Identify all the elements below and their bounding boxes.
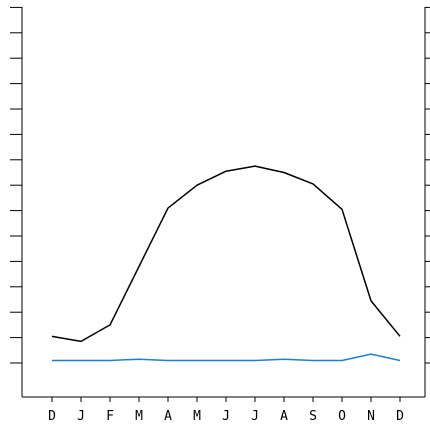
x-tick-label: J	[251, 409, 259, 424]
x-tick-label: A	[164, 409, 172, 424]
x-tick-label: M	[135, 409, 143, 424]
series-line-1	[51, 165, 401, 343]
chart-series-layer	[51, 165, 401, 362]
chart-axes	[10, 6, 430, 402]
x-tick-label: N	[367, 409, 375, 424]
x-tick-label: J	[222, 409, 230, 424]
x-tick-label: D	[396, 409, 404, 424]
x-tick-label: D	[48, 409, 56, 424]
x-tick-label: O	[338, 409, 346, 424]
x-tick-label: A	[280, 409, 288, 424]
series-line-2	[52, 353, 401, 362]
x-tick-label: S	[309, 409, 317, 424]
x-tick-label: J	[77, 409, 85, 424]
x-tick-label: F	[106, 409, 114, 424]
x-tick-label: M	[193, 409, 201, 424]
